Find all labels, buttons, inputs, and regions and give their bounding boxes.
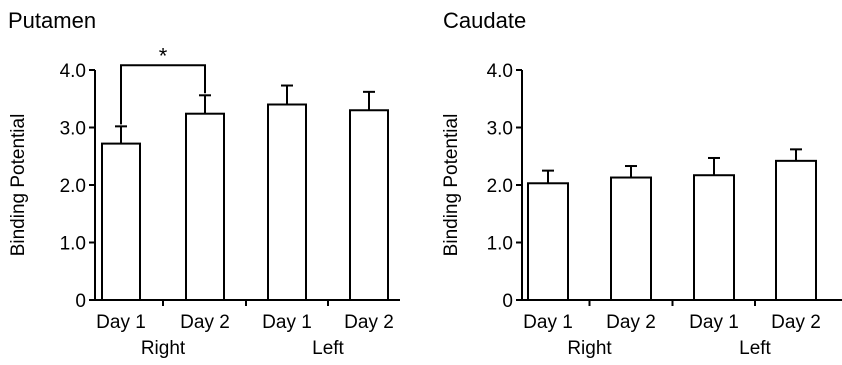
- bar: [610, 176, 652, 301]
- x-tick-label: Day 1: [262, 312, 312, 333]
- chart-0: Putamen Binding Potential 0 1.0 2.0 3.0 4.0 Day…: [8, 8, 400, 359]
- y-tick-label: 3.0: [487, 119, 513, 140]
- x-tick-label: Day 1: [523, 312, 573, 333]
- bar: [185, 112, 225, 301]
- y-tick-label: 2.0: [60, 176, 86, 197]
- y-tick-label: 3.0: [60, 119, 86, 140]
- y-tick-label: 4.0: [60, 61, 86, 82]
- bar: [775, 159, 817, 301]
- bar: [267, 103, 307, 301]
- y-tick-label: 1.0: [60, 234, 86, 255]
- x-tick-label: Day 2: [344, 312, 394, 333]
- y-tick-label: 0: [75, 291, 86, 312]
- x-tick-label: Day 2: [606, 312, 656, 333]
- y-tick-label: 0: [502, 291, 513, 312]
- y-axis-label: Binding Potential: [441, 114, 462, 257]
- group-label: Right: [141, 338, 186, 359]
- significance-bracket: [120, 64, 206, 125]
- chart-title: Caudate: [443, 8, 526, 33]
- chart-1: Caudate Binding Potential 0 1.0 2.0 3.0 4.0 Day…: [441, 8, 842, 359]
- bar: [101, 142, 141, 301]
- x-tick-label: Day 2: [180, 312, 230, 333]
- bar: [349, 109, 389, 301]
- group-label: Right: [567, 338, 612, 359]
- group-label: Left: [312, 338, 344, 359]
- x-tick-label: Day 1: [96, 312, 146, 333]
- bar: [693, 174, 735, 302]
- y-tick-label: 4.0: [487, 61, 513, 82]
- group-label: Left: [739, 338, 771, 359]
- x-tick-label: Day 1: [689, 312, 739, 333]
- bar: [527, 182, 569, 301]
- y-tick-label: 1.0: [487, 234, 513, 255]
- y-axis-label: Binding Potential: [8, 114, 29, 257]
- x-tick-label: Day 2: [771, 312, 821, 333]
- y-tick-label: 2.0: [487, 176, 513, 197]
- significance-marker: *: [159, 43, 168, 68]
- chart-title: Putamen: [8, 8, 96, 33]
